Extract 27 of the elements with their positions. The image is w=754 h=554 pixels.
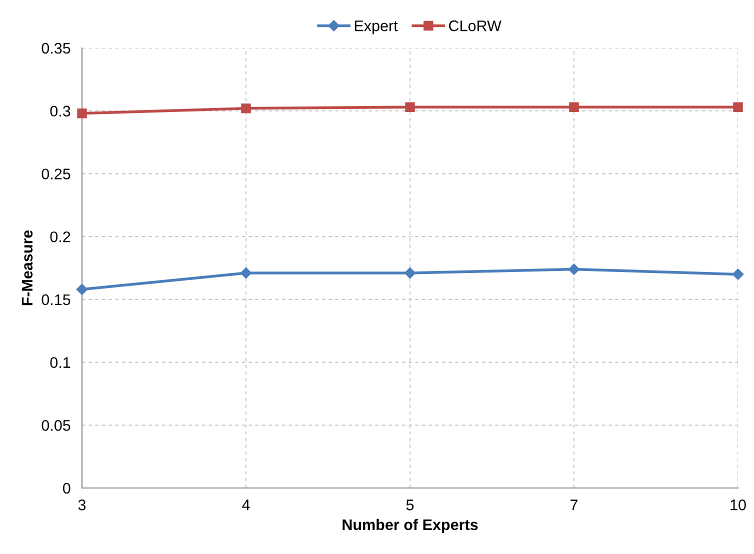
point — [733, 102, 743, 112]
y-tick-label: 0.05 — [42, 420, 70, 431]
point — [76, 284, 88, 295]
x-tick-label: 3 — [78, 500, 86, 510]
x-tick-label: 5 — [406, 500, 414, 510]
y-tick-label: 0.25 — [42, 168, 70, 180]
y-tick-label: 0.2 — [50, 231, 70, 242]
y-tick-label: 0.35 — [42, 42, 70, 54]
point — [77, 108, 87, 118]
point — [240, 267, 252, 279]
point — [405, 102, 415, 112]
point — [241, 103, 251, 114]
legend-label: Expert — [354, 20, 398, 34]
legend-label: CLoRW — [449, 20, 502, 32]
point — [568, 264, 580, 275]
point — [404, 267, 416, 279]
y-tick-label: 0.3 — [50, 106, 70, 117]
point — [569, 102, 579, 112]
x-tick-label: 4 — [242, 500, 250, 510]
point — [732, 268, 744, 280]
y-tick-label: 0 — [62, 482, 70, 494]
x-axis-title: Number of Experts — [342, 518, 478, 534]
y-tick-label: 0.15 — [42, 294, 70, 306]
y-axis-title: F-Measure — [22, 230, 33, 306]
x-tick-label: 10 — [730, 500, 746, 510]
y-tick-label: 0.1 — [50, 357, 70, 368]
x-tick-label: 7 — [570, 500, 578, 510]
